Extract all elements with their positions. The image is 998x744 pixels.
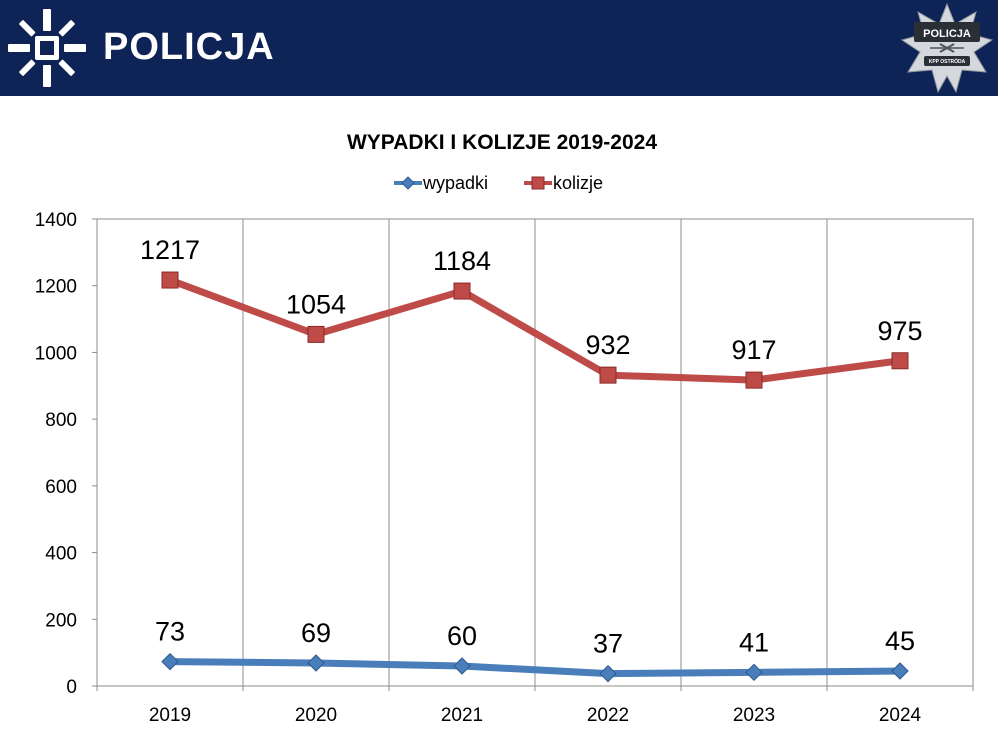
data-point-kolizje — [453, 282, 471, 300]
series-line-kolizje — [166, 276, 904, 384]
data-label-kolizje: 932 — [585, 330, 630, 360]
x-tick-label: 2022 — [587, 705, 629, 726]
header-banner: POLICJA POLICJA KPP OSTRÓDA — [0, 0, 998, 96]
x-tick-label: 2023 — [733, 705, 775, 726]
badge-text-top: POLICJA — [923, 28, 971, 40]
badge-text-bottom: KPP OSTRÓDA — [929, 57, 966, 65]
data-point-wypadki — [891, 662, 909, 680]
y-tick-label: 1200 — [35, 277, 77, 298]
x-tick-label: 2021 — [441, 705, 483, 726]
data-label-kolizje: 1054 — [286, 289, 346, 319]
data-label-kolizje: 917 — [731, 335, 776, 365]
data-label-wypadki: 73 — [155, 617, 185, 647]
data-label-kolizje: 975 — [877, 316, 922, 346]
legend-marker-wypadki — [394, 176, 422, 190]
y-tick-label: 0 — [66, 677, 77, 698]
legend-label-kolizje: kolizje — [553, 173, 604, 193]
police-star-logo-icon — [8, 9, 86, 87]
x-tick-label: 2024 — [879, 705, 922, 726]
data-label-wypadki: 60 — [447, 621, 477, 651]
legend-label-wypadki: wypadki — [423, 173, 489, 193]
data-point-wypadki — [307, 654, 325, 672]
legend-marker-kolizje — [524, 176, 552, 190]
data-label-kolizje: 1184 — [433, 246, 491, 276]
chart-title: WYPADKI I KOLIZJE 2019-2024 — [346, 131, 658, 154]
series-line-wypadki — [166, 658, 904, 678]
y-tick-label: 800 — [45, 410, 77, 431]
data-label-wypadki: 41 — [739, 627, 769, 657]
data-point-kolizje — [307, 325, 325, 343]
data-point-wypadki — [745, 663, 763, 682]
y-tick-label: 1000 — [35, 343, 77, 364]
data-point-kolizje — [891, 352, 909, 370]
brand-name: POLICJA — [103, 26, 275, 68]
data-point-wypadki — [599, 664, 617, 683]
data-label-kolizje: 1217 — [140, 235, 200, 265]
data-point-wypadki — [161, 652, 179, 671]
police-badge-icon: POLICJA KPP OSTRÓDA — [900, 2, 994, 94]
y-tick-label: 200 — [45, 610, 77, 631]
data-point-wypadki — [453, 657, 471, 675]
data-point-kolizje — [745, 371, 763, 389]
x-tick-label: 2019 — [149, 705, 191, 726]
y-tick-label: 600 — [45, 477, 77, 498]
data-label-wypadki: 69 — [301, 618, 331, 648]
data-label-wypadki: 45 — [885, 626, 915, 656]
y-tick-label: 400 — [45, 544, 77, 565]
x-tick-label: 2020 — [295, 705, 337, 726]
data-label-wypadki: 37 — [593, 629, 623, 659]
y-tick-label: 1400 — [35, 210, 77, 231]
data-point-kolizje — [161, 271, 179, 289]
data-point-kolizje — [599, 366, 617, 384]
